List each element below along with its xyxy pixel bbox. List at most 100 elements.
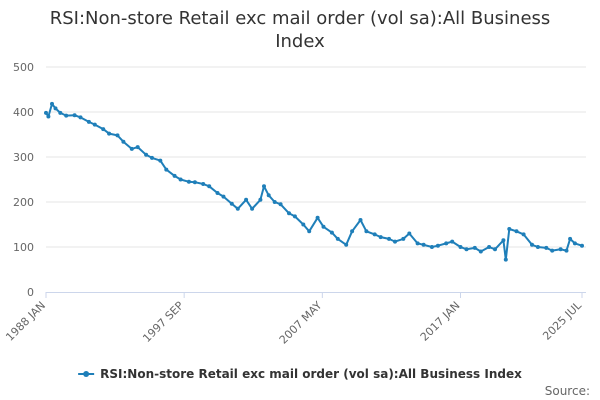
data-point[interactable] bbox=[478, 249, 483, 254]
y-axis-labels: 0 100 200 300 400 500 bbox=[13, 61, 34, 299]
data-point[interactable] bbox=[278, 202, 283, 207]
data-point[interactable] bbox=[92, 122, 97, 127]
data-point[interactable] bbox=[192, 180, 197, 185]
data-point[interactable] bbox=[78, 115, 83, 120]
legend-marker-icon bbox=[83, 371, 90, 377]
y-tick-label: 500 bbox=[13, 61, 34, 74]
data-point[interactable] bbox=[464, 247, 469, 252]
data-point[interactable] bbox=[329, 230, 334, 235]
y-tick-label: 0 bbox=[27, 286, 34, 299]
data-point[interactable] bbox=[172, 173, 177, 178]
data-point[interactable] bbox=[568, 236, 573, 241]
data-point[interactable] bbox=[272, 200, 277, 204]
y-tick-label: 300 bbox=[13, 151, 34, 164]
data-point[interactable] bbox=[450, 239, 455, 244]
data-point[interactable] bbox=[64, 113, 69, 118]
data-point[interactable] bbox=[564, 248, 569, 253]
data-point[interactable] bbox=[421, 242, 426, 247]
data-point[interactable] bbox=[207, 184, 212, 189]
data-point[interactable] bbox=[335, 236, 340, 241]
data-point[interactable] bbox=[321, 224, 326, 229]
data-point[interactable] bbox=[115, 133, 120, 138]
data-point[interactable] bbox=[301, 222, 306, 227]
data-point[interactable] bbox=[235, 206, 240, 211]
series-line bbox=[45, 102, 583, 261]
y-tick-label: 100 bbox=[13, 241, 34, 254]
data-point[interactable] bbox=[493, 247, 497, 252]
x-axis-labels: 1988 JAN 1997 SEP 2007 MAY 2017 JAN 2025 JUL bbox=[3, 298, 584, 346]
data-point[interactable] bbox=[415, 241, 420, 246]
data-point[interactable] bbox=[244, 197, 249, 202]
data-point[interactable] bbox=[378, 235, 383, 240]
data-point[interactable] bbox=[258, 197, 263, 202]
data-point[interactable] bbox=[101, 127, 106, 132]
data-point[interactable] bbox=[572, 241, 577, 246]
data-point[interactable] bbox=[544, 245, 549, 250]
data-point[interactable] bbox=[350, 229, 355, 234]
data-point[interactable] bbox=[129, 146, 134, 151]
data-point[interactable] bbox=[344, 242, 349, 247]
data-point[interactable] bbox=[186, 179, 191, 184]
data-point[interactable] bbox=[292, 214, 297, 219]
data-point[interactable] bbox=[472, 245, 477, 250]
data-point[interactable] bbox=[121, 139, 126, 144]
data-point[interactable] bbox=[315, 215, 320, 220]
data-point[interactable] bbox=[501, 238, 506, 243]
data-point[interactable] bbox=[521, 232, 526, 237]
data-point[interactable] bbox=[135, 145, 140, 150]
data-point[interactable] bbox=[178, 177, 183, 182]
data-point[interactable] bbox=[58, 110, 63, 115]
data-point[interactable] bbox=[307, 229, 312, 234]
data-point[interactable] bbox=[107, 131, 112, 136]
y-tick-label: 200 bbox=[13, 196, 34, 209]
data-point[interactable] bbox=[262, 184, 266, 189]
data-point[interactable] bbox=[580, 243, 584, 248]
data-point[interactable] bbox=[503, 257, 508, 262]
data-point[interactable] bbox=[86, 119, 91, 124]
data-point[interactable] bbox=[46, 114, 51, 119]
data-point[interactable] bbox=[558, 247, 563, 252]
data-point[interactable] bbox=[215, 191, 220, 195]
x-tick-label: 1988 JAN bbox=[3, 299, 48, 344]
data-point[interactable] bbox=[372, 232, 377, 237]
data-point[interactable] bbox=[507, 227, 512, 231]
legend-label[interactable]: RSI:Non-store Retail exc mail order (vol… bbox=[100, 367, 522, 381]
data-point[interactable] bbox=[50, 101, 54, 106]
data-point[interactable] bbox=[150, 155, 154, 160]
data-point[interactable] bbox=[401, 236, 406, 241]
data-point[interactable] bbox=[358, 218, 363, 222]
data-point[interactable] bbox=[164, 167, 169, 172]
series-layer bbox=[44, 101, 584, 262]
data-point[interactable] bbox=[250, 206, 255, 211]
source-credit[interactable]: Source: bbox=[545, 384, 590, 398]
y-tick-label: 400 bbox=[13, 106, 34, 119]
data-point[interactable] bbox=[201, 182, 206, 186]
data-point[interactable] bbox=[458, 245, 463, 249]
data-point[interactable] bbox=[429, 245, 434, 249]
data-point[interactable] bbox=[53, 106, 58, 111]
data-point[interactable] bbox=[387, 236, 391, 241]
legend[interactable]: RSI:Non-store Retail exc mail order (vol… bbox=[78, 367, 522, 381]
data-point[interactable] bbox=[221, 194, 226, 199]
data-point[interactable] bbox=[530, 242, 534, 247]
x-tick-label: 2017 JAN bbox=[418, 299, 463, 344]
x-tick-label: 1997 SEP bbox=[140, 299, 186, 345]
data-point[interactable] bbox=[550, 248, 555, 253]
data-point[interactable] bbox=[364, 229, 369, 234]
data-point[interactable] bbox=[44, 110, 48, 115]
data-point[interactable] bbox=[72, 113, 77, 118]
data-point[interactable] bbox=[287, 211, 291, 216]
data-point[interactable] bbox=[158, 158, 163, 163]
data-point[interactable] bbox=[266, 193, 271, 198]
chart-title: RSI:Non-store Retail exc mail order (vol… bbox=[49, 8, 551, 52]
data-point[interactable] bbox=[435, 243, 440, 248]
data-point[interactable] bbox=[514, 229, 519, 234]
data-point[interactable] bbox=[444, 241, 449, 246]
data-point[interactable] bbox=[487, 245, 492, 249]
data-point[interactable] bbox=[393, 239, 397, 244]
data-point[interactable] bbox=[535, 245, 540, 249]
data-point[interactable] bbox=[229, 201, 234, 206]
data-point[interactable] bbox=[144, 152, 149, 157]
data-point[interactable] bbox=[407, 231, 412, 236]
